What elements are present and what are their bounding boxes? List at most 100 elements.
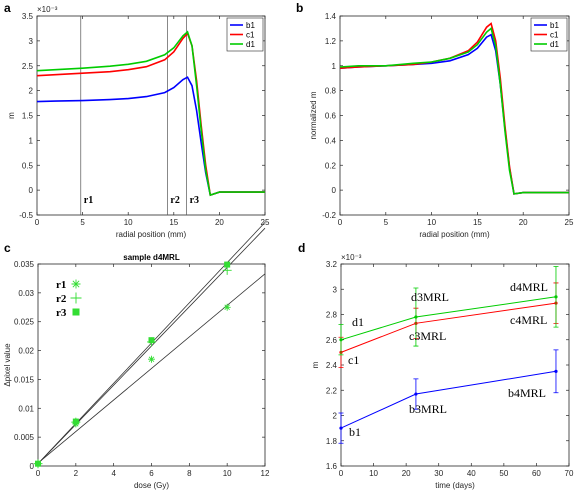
x-tick-label: 30	[434, 469, 443, 478]
panel-letter-a: a	[4, 1, 11, 15]
annotation-label: d3MRL	[411, 290, 449, 304]
plot-area-c	[37, 263, 266, 467]
marker-square	[224, 261, 231, 268]
y-tick-label: -0.2	[322, 211, 336, 220]
marker-plus	[70, 292, 82, 304]
marker-asterisk	[71, 279, 81, 289]
x-tick-label: 50	[499, 469, 508, 478]
series-b1	[338, 349, 559, 444]
x-tick-label: 0	[35, 218, 40, 227]
series-d1	[338, 266, 559, 356]
panel-b: 0 5 10 15 20 25-0.200.20.40.60.811.21.4radial…	[296, 1, 574, 239]
annotation-label: d1	[352, 315, 364, 329]
x-tick-label: 25	[565, 218, 574, 227]
y-tick-label: 0.5	[22, 161, 34, 170]
legend: r1 r2 r3	[56, 279, 82, 319]
annotation-label: c4MRL	[510, 313, 547, 327]
x-tick-label: 4	[111, 469, 116, 478]
data-point	[414, 315, 418, 319]
y-tick-label: 1.4	[325, 12, 337, 21]
x-tick-label: 40	[467, 469, 476, 478]
y-tick-label: 3	[333, 285, 338, 294]
reference-line-label: r1	[84, 195, 93, 206]
marker-asterisk	[223, 303, 231, 311]
y-tick-label: 0.015	[14, 375, 35, 384]
panel-letter-d: d	[298, 241, 305, 255]
legend-label-c1: c1	[246, 31, 255, 40]
legend-label-c1: c1	[550, 31, 559, 40]
data-point	[339, 338, 343, 342]
legend-label-r1: r1	[56, 279, 66, 291]
legend-label-r2: r2	[56, 293, 67, 305]
y-tick-label: 3	[29, 37, 34, 46]
series-line-d1	[339, 26, 569, 195]
y-axis-label: Δpixel value	[3, 343, 12, 387]
y-tick-label: 3.5	[22, 12, 34, 21]
y-axis-label: m	[7, 112, 16, 119]
series-line-d1	[36, 30, 265, 197]
x-tick-label: 70	[565, 469, 574, 478]
x-tick-label: 5	[80, 218, 85, 227]
annotation-label: c3MRL	[409, 329, 446, 343]
y-tick-label: 0.8	[325, 87, 337, 96]
marker-square	[72, 308, 80, 316]
x-tick-label: 0	[36, 469, 41, 478]
data-point	[339, 426, 343, 430]
x-tick-label: 2	[74, 469, 79, 478]
x-tick-label: 15	[473, 218, 482, 227]
annotation-label: c1	[348, 353, 359, 367]
panel-c: 0 2 4 6 8 10 12 0 0.005 0.01 0.015 0.02 0.025 0.03 0.0…	[3, 222, 270, 490]
marker-square	[35, 460, 41, 467]
panel-letter-c: c	[4, 241, 11, 255]
x-tick-label: 20	[519, 218, 528, 227]
y-tick-label: 1.2	[325, 37, 337, 46]
y-tick-label: 0.02	[18, 347, 34, 356]
y-tick-label: 0.6	[325, 112, 337, 121]
x-tick-label: 20	[402, 469, 411, 478]
y-axis-label: m	[311, 361, 320, 368]
y-tick-label: 1.5	[22, 112, 34, 121]
y-tick-label: -0.5	[19, 211, 33, 220]
legend-label-b1: b1	[550, 21, 559, 30]
y-tick-label: 0.025	[14, 318, 35, 327]
reference-line-label: r3	[190, 195, 199, 206]
x-tick-label: 6	[149, 469, 154, 478]
x-tick-label: 10	[369, 469, 378, 478]
y-tick-label: 1.8	[326, 437, 338, 446]
x-axis-label: radial position (mm)	[419, 230, 490, 239]
reference-line-label: r2	[170, 195, 179, 206]
annotation-label: b1	[349, 425, 361, 439]
legend-label-d1: d1	[550, 40, 559, 49]
panel-d: 0 10 20 30 40 50 60 70 1.6 1.8 2 2.2 2.4 2.6 2.8 3 3.2 ti…	[298, 241, 574, 490]
y-tick-label: 1	[29, 136, 34, 145]
annotation-label: d4MRL	[510, 280, 548, 294]
legend-label-d1: d1	[246, 40, 255, 49]
data-point	[554, 369, 558, 373]
y-tick-label: 2.4	[326, 361, 338, 370]
x-tick-label: 60	[532, 469, 541, 478]
x-tick-label: 20	[215, 218, 224, 227]
x-axis-label: dose (Gy)	[134, 481, 169, 490]
y-exponent-label: ×10⁻³	[37, 5, 58, 14]
x-tick-label: 0	[339, 469, 344, 478]
x-tick-label: 25	[261, 218, 270, 227]
x-tick-label: 12	[261, 469, 270, 478]
marker-asterisk	[148, 355, 155, 363]
y-tick-label: 0.01	[18, 404, 34, 413]
annotation-label: b4MRL	[508, 386, 546, 400]
x-tick-label: 15	[169, 218, 178, 227]
plot-area-d	[340, 263, 570, 467]
x-tick-label: 8	[187, 469, 192, 478]
x-tick-label: 5	[384, 218, 389, 227]
y-tick-label: 0.03	[18, 289, 34, 298]
y-tick-label: 0.2	[325, 161, 337, 170]
y-tick-label: 3.2	[326, 260, 338, 269]
y-tick-label: 0	[30, 462, 35, 471]
y-tick-label: 2	[29, 87, 34, 96]
x-tick-label: 0	[338, 218, 343, 227]
x-tick-label: 10	[223, 469, 232, 478]
data-point	[554, 295, 558, 299]
y-tick-label: 2.5	[22, 62, 34, 71]
